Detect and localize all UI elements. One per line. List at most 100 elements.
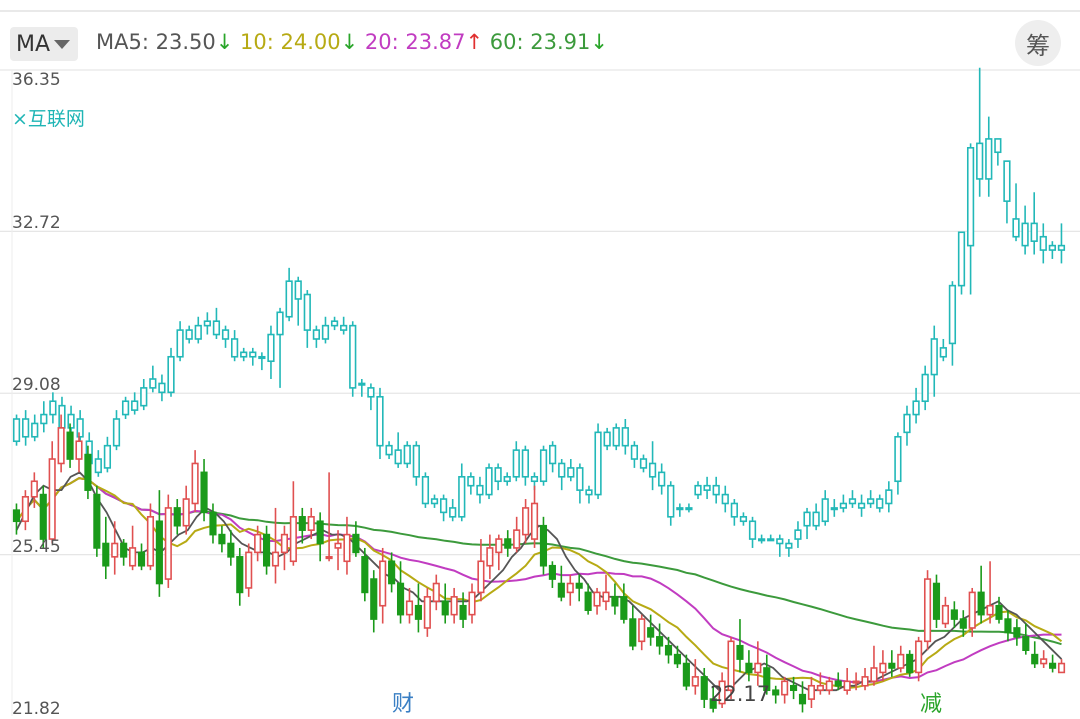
main-candle bbox=[343, 533, 351, 563]
overlay-candle bbox=[330, 320, 339, 327]
legend-ma60-text: 60: 23.91 bbox=[489, 30, 591, 54]
main-candle bbox=[495, 538, 503, 554]
overlay-candle bbox=[794, 529, 802, 540]
legend-ma20: 20: 23.87↑ bbox=[365, 30, 483, 54]
main-candle bbox=[316, 520, 324, 545]
main-candle bbox=[39, 493, 47, 540]
y-label-bottom: 21.82 bbox=[12, 699, 61, 719]
overlay-candle bbox=[767, 538, 775, 542]
main-candle bbox=[602, 591, 610, 603]
main-candle bbox=[1057, 662, 1066, 674]
main-candle bbox=[459, 604, 467, 620]
overlay-candle bbox=[303, 293, 311, 331]
overlay-candle bbox=[676, 507, 684, 511]
main-candle bbox=[789, 684, 798, 692]
main-candle bbox=[825, 680, 833, 692]
main-candle bbox=[968, 591, 976, 629]
overlay-candle bbox=[403, 444, 411, 465]
main-candle bbox=[262, 533, 271, 567]
ma5-line bbox=[15, 471, 1063, 692]
overlay-candle bbox=[367, 387, 375, 398]
overlay-candle bbox=[594, 431, 602, 496]
legend-ma10-arrow-icon: ↓ bbox=[340, 30, 359, 54]
overlay-candle bbox=[830, 507, 838, 511]
dropdown-triangle-icon bbox=[54, 39, 71, 49]
main-candle bbox=[1004, 618, 1012, 634]
main-candle bbox=[798, 693, 807, 705]
overlay-candle bbox=[748, 520, 757, 540]
overlay-candle bbox=[285, 280, 293, 318]
finance-report-marker[interactable]: 财 bbox=[392, 692, 415, 717]
main-candle bbox=[289, 516, 297, 563]
overlay-candle bbox=[848, 498, 857, 505]
overlay-candle bbox=[1057, 244, 1066, 251]
overlay-candle bbox=[176, 329, 184, 358]
overlay-candle bbox=[1039, 235, 1047, 251]
overlay-candle bbox=[258, 355, 266, 360]
main-candle bbox=[361, 556, 369, 594]
main-candle bbox=[1013, 627, 1021, 638]
legend-ma5: MA5: 23.50↓ bbox=[96, 30, 233, 54]
overlay-candle bbox=[703, 484, 711, 491]
main-candle bbox=[629, 618, 637, 647]
main-candle bbox=[93, 493, 101, 549]
main-candle bbox=[504, 538, 512, 549]
main-candle bbox=[843, 680, 851, 692]
main-candle bbox=[441, 600, 449, 616]
main-candle bbox=[396, 582, 405, 616]
overlay-candle bbox=[131, 400, 139, 411]
main-candle bbox=[120, 542, 128, 558]
legend-ma60: 60: 23.91↓ bbox=[490, 30, 608, 54]
main-candle bbox=[280, 533, 289, 554]
main-candle bbox=[745, 662, 753, 674]
main-candle bbox=[137, 551, 146, 567]
ma20-path bbox=[15, 477, 1062, 684]
legend-ma20-text: 20: 23.87 bbox=[364, 30, 466, 54]
main-candle bbox=[718, 680, 726, 705]
main-candle bbox=[986, 604, 994, 616]
reduction-marker[interactable]: 减 bbox=[920, 692, 943, 717]
main-candle bbox=[530, 502, 539, 540]
main-candle bbox=[950, 609, 958, 620]
overlay-candle bbox=[31, 422, 39, 438]
overlay-candle bbox=[321, 324, 330, 340]
overlay-candle bbox=[785, 542, 793, 549]
overlay-candle bbox=[803, 511, 811, 527]
main-candle bbox=[325, 556, 333, 560]
main-candle bbox=[870, 667, 878, 683]
main-candle bbox=[1049, 662, 1057, 669]
main-candle bbox=[1031, 653, 1039, 665]
overlay-candle bbox=[458, 476, 466, 518]
main-candle bbox=[932, 582, 941, 620]
overlay-candle bbox=[585, 489, 593, 496]
overlay-candles bbox=[12, 67, 1066, 557]
overlay-tag-internet[interactable]: ×互联网 bbox=[12, 108, 85, 130]
main-candle bbox=[271, 551, 280, 567]
overlay-candle bbox=[667, 484, 675, 518]
ma-selector-label: MA bbox=[16, 31, 51, 57]
overlay-candle bbox=[449, 507, 457, 518]
main-candle bbox=[834, 680, 842, 687]
overlay-candle bbox=[776, 538, 784, 545]
overlay-candle bbox=[985, 138, 993, 180]
main-candle bbox=[245, 551, 253, 589]
main-candle bbox=[307, 516, 315, 531]
main-candle bbox=[781, 680, 789, 696]
chip-distribution-button[interactable]: 筹 bbox=[1015, 20, 1061, 66]
main-candle bbox=[897, 653, 905, 669]
main-candle bbox=[522, 507, 530, 536]
ma-indicator-selector[interactable]: MA bbox=[10, 27, 78, 61]
legend-ma10-text: 10: 24.00 bbox=[240, 30, 341, 54]
overlay-candle bbox=[648, 462, 657, 478]
main-candle bbox=[370, 578, 378, 620]
overlay-candle bbox=[167, 355, 175, 394]
main-candle bbox=[879, 662, 887, 674]
main-candle bbox=[1040, 658, 1048, 665]
overlay-candle bbox=[530, 476, 539, 483]
main-candle bbox=[102, 542, 110, 567]
main-candle bbox=[200, 471, 208, 514]
ma-legend: MA5: 23.50↓ 10: 24.00↓ 20: 23.87↑ 60: 23… bbox=[96, 30, 608, 54]
overlay-candle bbox=[658, 471, 666, 487]
main-candle bbox=[513, 529, 521, 549]
